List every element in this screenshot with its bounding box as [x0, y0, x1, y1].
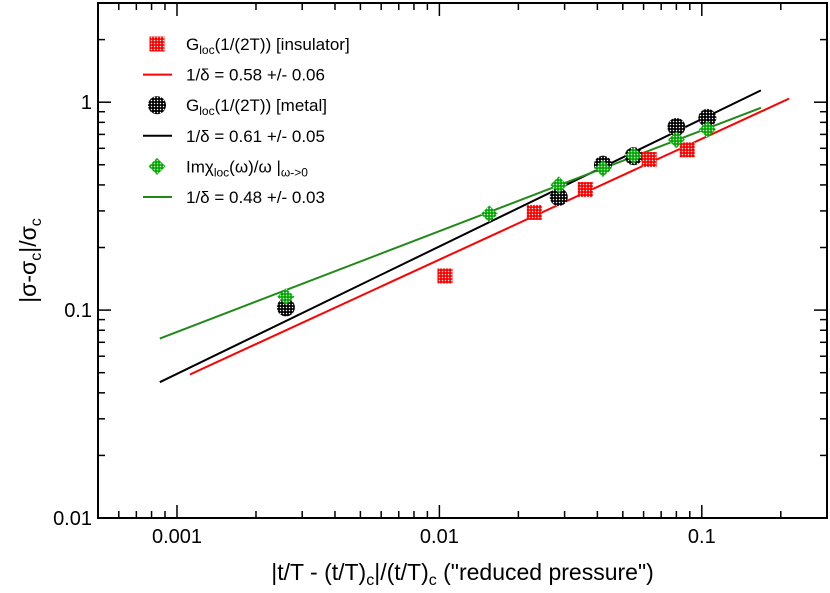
legend-label: Gloc(1/(2T)) [metal] [186, 96, 327, 118]
label-part: 1/δ = 0.61 +/- 0.05 [186, 127, 325, 146]
legend-entry: 1/δ = 0.61 +/- 0.05 [143, 127, 325, 146]
x-axis-label: |t/T - (t/T)c|/(t/T)c ("reduced pressure… [271, 559, 654, 589]
plot-border [97, 2, 828, 519]
fit-line-3 [159, 89, 762, 384]
data-point-insulator-texture [641, 152, 657, 168]
label-part: 1/δ = 0.58 +/- 0.06 [186, 66, 325, 85]
legend-entry: Imχloc(ω)/ω |ω->0 [148, 157, 308, 179]
label-part: Imχ [186, 157, 214, 176]
y-axis-label: |σ-σc|/σc [15, 218, 45, 303]
subscript: loc [214, 165, 229, 179]
legend-label: Imχloc(ω)/ω |ω->0 [186, 157, 308, 179]
legend-marker-insulator-texture [149, 36, 165, 52]
x-tick-label: 0.1 [688, 526, 716, 548]
y-tick-label: 0.01 [53, 508, 92, 530]
data-point-im-chi-texture [594, 159, 612, 177]
data-point-metal-texture [667, 117, 686, 136]
subscript: c [28, 218, 45, 226]
label-part: (1/(2T)) [metal] [215, 96, 327, 115]
label-part: (ω)/ω | [229, 157, 281, 176]
legend-entry: 1/δ = 0.58 +/- 0.06 [143, 66, 325, 85]
label-part: |/(t/T) [374, 559, 429, 585]
label-part: G [186, 35, 199, 54]
data-point-im-chi-texture [667, 131, 685, 149]
legend-label: 1/δ = 0.48 +/- 0.03 [186, 188, 325, 207]
legend-entry: Gloc(1/(2T)) [insulator] [149, 35, 350, 57]
y-tick-label: 1 [81, 92, 92, 114]
data-point-insulator-texture [577, 182, 593, 198]
label-part: 1/δ = 0.48 +/- 0.03 [186, 188, 325, 207]
plot-frame [97, 2, 828, 519]
legend-label: Gloc(1/(2T)) [insulator] [186, 35, 350, 57]
data-point-insulator-texture [679, 142, 695, 158]
legend: Gloc(1/(2T)) [insulator]1/δ = 0.58 +/- 0… [143, 35, 350, 207]
data-point-metal-texture [276, 298, 295, 317]
y-axis: 0.01 0.1 1 [53, 2, 827, 530]
data-point-im-chi-texture [550, 176, 568, 194]
y-tick-label: 0.1 [64, 300, 92, 322]
subscript: ω->0 [281, 165, 308, 179]
x-tick-label: 0.01 [420, 526, 459, 548]
legend-marker-metal-texture [148, 96, 166, 115]
legend-label: 1/δ = 0.61 +/- 0.05 [186, 127, 325, 146]
legend-entry: 1/δ = 0.48 +/- 0.03 [143, 188, 325, 207]
data-point-im-chi-texture [480, 205, 498, 223]
data-point-im-chi-texture [698, 120, 716, 138]
label-part: |σ-σ [15, 261, 41, 303]
subscript: c [366, 572, 374, 589]
legend-label: 1/δ = 0.58 +/- 0.06 [186, 66, 325, 85]
label-part: G [186, 96, 199, 115]
data-point-im-chi-texture [625, 146, 643, 164]
subscript: loc [199, 104, 214, 118]
subscript: c [429, 572, 437, 589]
label-part: |/σ [15, 226, 41, 253]
data-point-metal-texture [549, 187, 568, 206]
label-part: ("reduced pressure") [437, 559, 654, 585]
x-tick-label: 0.001 [152, 526, 202, 548]
x-axis: 0.001 0.01 0.1 [97, 3, 782, 548]
data-point-insulator-texture [437, 268, 453, 284]
data-point-metal-texture [698, 108, 717, 127]
data-point-im-chi-texture [277, 288, 295, 306]
legend-entry: Gloc(1/(2T)) [metal] [148, 96, 327, 118]
fit-line-5 [159, 106, 762, 340]
label-part: (1/(2T)) [insulator] [215, 35, 350, 54]
subscript: loc [199, 43, 214, 57]
subscript: c [28, 253, 45, 261]
data-point-insulator-texture [526, 204, 542, 220]
legend-marker-im-chi-texture [148, 157, 166, 175]
data-markers [276, 108, 717, 317]
label-part: |t/T - (t/T) [271, 559, 366, 585]
